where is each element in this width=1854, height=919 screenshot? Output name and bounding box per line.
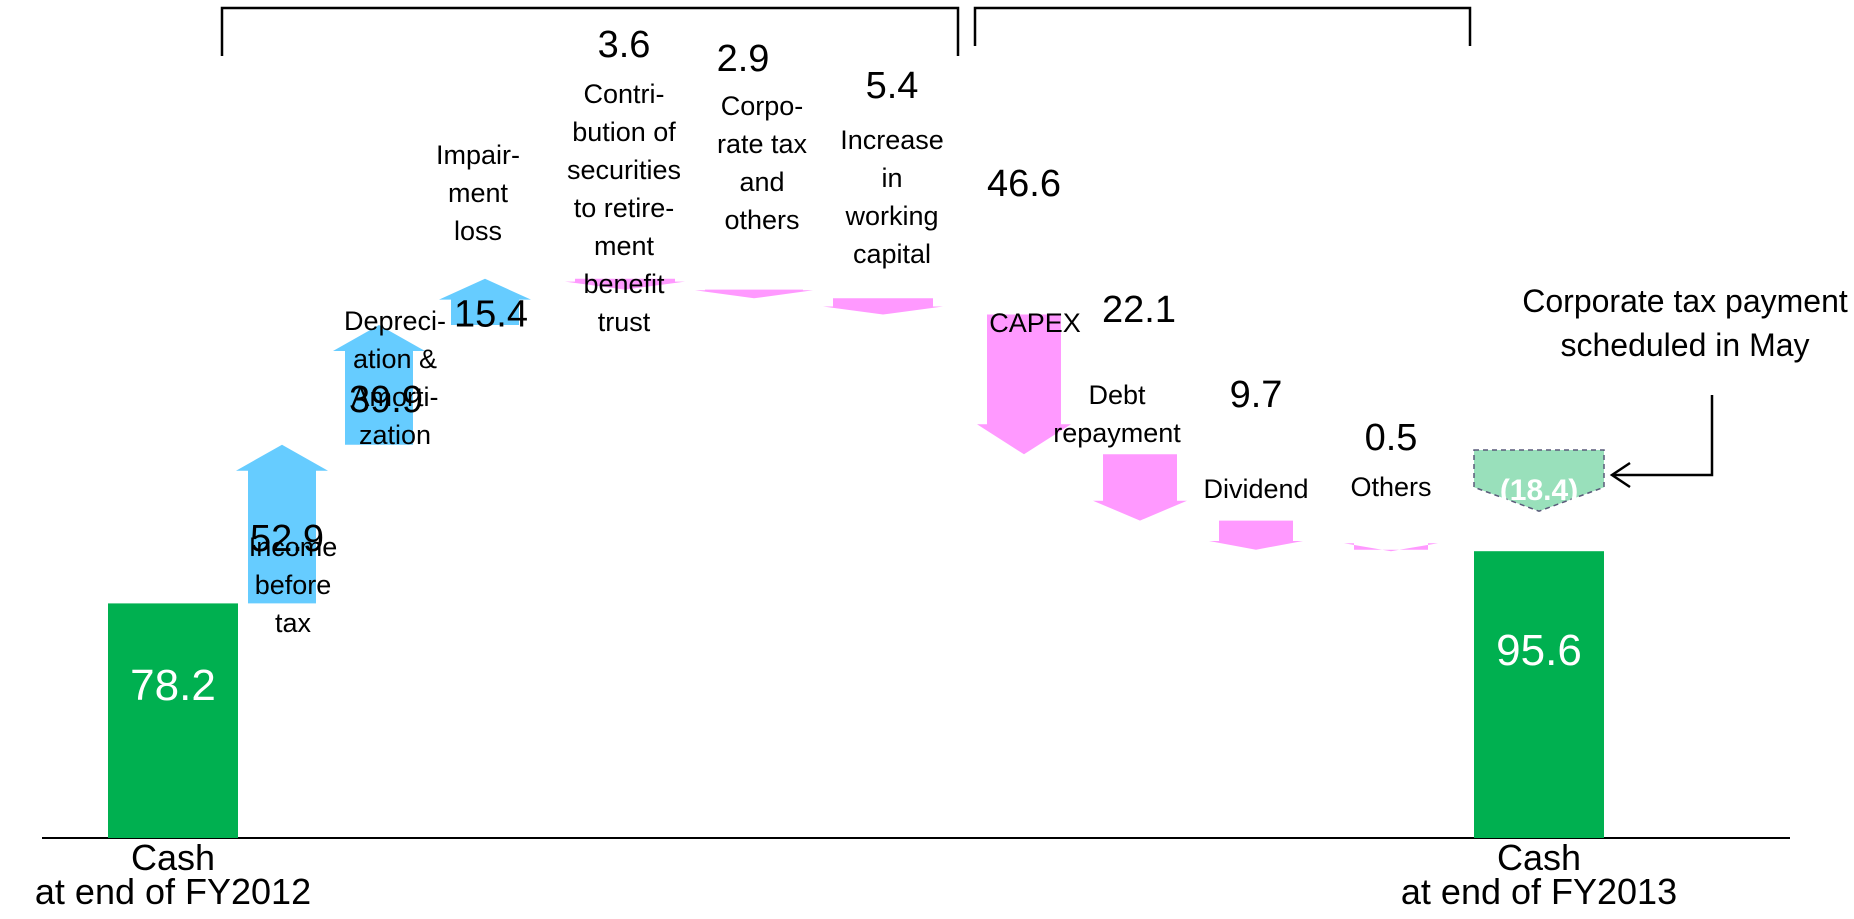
- category-label-wc: working: [844, 201, 938, 231]
- category-label-end: at end of FY2013: [1401, 871, 1677, 912]
- arrow-others: [1344, 543, 1438, 552]
- value-label-wc: 5.4: [866, 65, 919, 107]
- arrow-contrib: [565, 278, 685, 290]
- arrow-dividend: [1209, 520, 1303, 550]
- annotation-pointer-line: [1612, 395, 1714, 477]
- category-label-debt: repayment: [1053, 418, 1181, 448]
- arrow-capex: [977, 314, 1071, 455]
- category-label-wc: capital: [853, 239, 931, 269]
- category-label-start: at end of FY2012: [35, 871, 311, 912]
- category-label-dividend: Dividend: [1203, 474, 1308, 504]
- value-label-depr: 39.9: [349, 379, 423, 421]
- category-label-contrib: trust: [598, 307, 651, 337]
- category-label-income: before: [255, 570, 332, 600]
- arrow-debt: [1093, 454, 1187, 521]
- category-label-capex: CAPEX: [989, 308, 1081, 338]
- value-label-income: 52.9: [250, 518, 324, 560]
- category-label-impair: Impair-: [436, 140, 520, 170]
- category-label-depr: Amorti-: [352, 382, 439, 412]
- group-bracket-right: [973, 6, 1472, 46]
- category-label-corptax: others: [724, 205, 799, 235]
- arrow-income: [236, 444, 328, 604]
- value-label-others: 0.5: [1365, 417, 1418, 459]
- category-label-contrib: bution of: [572, 117, 676, 147]
- bar-start: [108, 603, 238, 838]
- arrow-wc: [823, 298, 943, 315]
- category-label-depr: ation &: [353, 344, 437, 374]
- value-label-debt: 22.1: [1102, 289, 1176, 331]
- value-label-capex: 46.6: [987, 163, 1061, 205]
- category-label-wc: Increase: [840, 125, 944, 155]
- arrow-impair: [439, 278, 531, 325]
- value-label-end: 95.6: [1496, 626, 1582, 675]
- category-label-depr: Depreci-: [344, 306, 446, 336]
- category-label-wc: in: [881, 163, 902, 193]
- category-label-corptax: Corpo-: [721, 91, 804, 121]
- value-label-dividend: 9.7: [1230, 374, 1283, 416]
- chart-marks: 78.2 52.9 39.9 15.4 3.6 2.9 5.4 46.6 22.1 9.7 0.5 9…: [108, 24, 1605, 838]
- category-label-contrib: benefit: [583, 269, 665, 299]
- value-label-impair: 15.4: [454, 293, 528, 335]
- category-label-end: Cash: [1497, 837, 1581, 878]
- category-label-income: tax: [275, 608, 312, 638]
- category-label-impair: ment: [448, 178, 509, 208]
- category-label-corptax: rate tax: [717, 129, 808, 159]
- category-label-contrib: Contri-: [583, 79, 664, 109]
- annotation-text-line-1: Corporate tax payment: [1522, 283, 1848, 319]
- value-label-contrib: 3.6: [598, 24, 651, 66]
- category-label-contrib: ment: [594, 231, 655, 261]
- value-label-start: 78.2: [130, 661, 216, 710]
- category-label-depr: zation: [359, 420, 431, 450]
- annotation-pointer-arrowhead: [1609, 461, 1631, 489]
- category-label-debt: Debt: [1088, 380, 1146, 410]
- scheduled-tax-payment-box: [1473, 449, 1605, 512]
- value-label-corptax: 2.9: [717, 38, 770, 80]
- arrow-corptax: [695, 289, 813, 299]
- category-label-income: Income: [249, 532, 338, 562]
- category-label-others: Others: [1350, 472, 1431, 502]
- category-label-corptax: and: [739, 167, 784, 197]
- annotation-text-line-2: scheduled in May: [1560, 327, 1809, 363]
- bar-end: [1474, 551, 1604, 838]
- scheduled-tax-payment-value: (18.4): [1500, 474, 1578, 507]
- category-label-start: Cash: [131, 837, 215, 878]
- arrow-depr: [333, 325, 425, 445]
- category-label-contrib: securities: [567, 155, 681, 185]
- category-label-impair: loss: [454, 216, 502, 246]
- group-bracket-left: [220, 6, 960, 56]
- category-label-contrib: to retire-: [574, 193, 675, 223]
